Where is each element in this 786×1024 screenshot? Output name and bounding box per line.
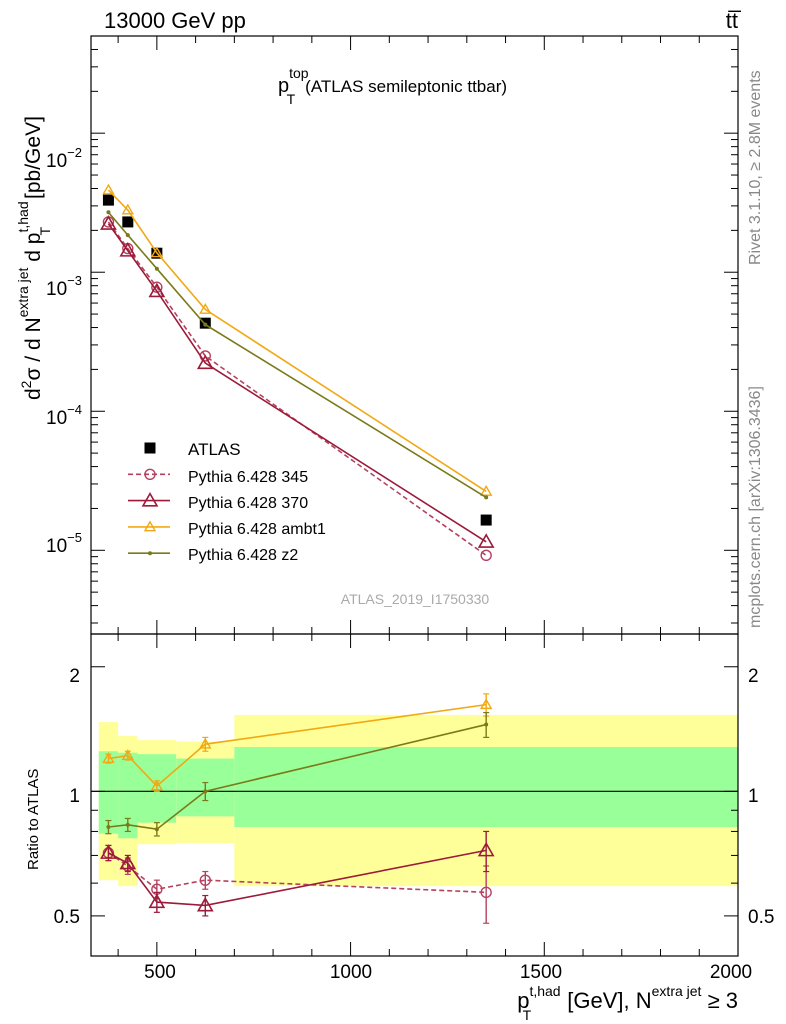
ratio-point: [203, 789, 208, 794]
ratio-point: [154, 827, 159, 832]
main-plot-frame: [90, 35, 739, 635]
ratio-point: [121, 749, 135, 761]
ratio-point: [480, 886, 492, 899]
rivet-label: Rivet 3.1.10, ≥ 2.8M events: [747, 70, 764, 265]
data-point: [484, 495, 489, 500]
legend-label: Pythia 6.428 370: [188, 495, 308, 512]
main-y-tick-label: 10−5: [46, 530, 82, 557]
legend-marker: [148, 551, 152, 556]
series-line: [107, 189, 487, 493]
ratio-y-tick-label: 2: [69, 666, 80, 687]
ratio-y-tick-label: 0.5: [54, 907, 80, 928]
x-tick-label: 500: [144, 962, 176, 983]
legend: ATLAS Pythia 6.428 345 Pythia 6.428 370 …: [128, 440, 326, 564]
data-point: [125, 233, 130, 238]
data-point: [480, 514, 492, 526]
ratio-point: [102, 752, 115, 764]
data-point: [479, 485, 493, 496]
ratio-point: [484, 722, 489, 727]
ratio-point: [477, 841, 495, 857]
ratio-point: [196, 896, 214, 912]
band-green: [98, 751, 119, 834]
band-green: [234, 746, 739, 827]
header-left: 13000 GeV pp: [104, 8, 246, 33]
legend-marker: [144, 468, 156, 480]
data-point: [196, 354, 214, 370]
data-point: [477, 533, 495, 548]
mcplots-label: mcplots.cern.ch [arXiv:1306.3436]: [747, 386, 764, 628]
ratio-point: [106, 824, 111, 829]
data-point: [154, 266, 159, 271]
main-y-tick-label: 10−2: [46, 145, 82, 172]
data-point: [148, 282, 166, 298]
main-y-tick-label: 10−4: [46, 402, 82, 429]
data-point: [121, 203, 135, 215]
ratio-plot-frame: [90, 633, 739, 957]
legend-label: ATLAS: [188, 440, 241, 459]
ratio-y-axis-label: Ratio to ATLAS: [25, 769, 42, 870]
data-point: [199, 303, 212, 314]
ratio-point: [119, 854, 137, 870]
ratio-y-tick-label: 1: [69, 786, 80, 807]
plot-title: ptop T(ATLAS semileptonic ttbar): [278, 65, 507, 107]
data-point: [102, 183, 115, 195]
ratio-point: [148, 893, 166, 909]
series-line: [107, 223, 487, 543]
data-point: [122, 216, 134, 228]
header-right: tt̅: [726, 8, 742, 33]
data-point: [102, 194, 114, 206]
x-tick-label: 1000: [330, 962, 372, 983]
ratio-series-layer: [100, 693, 495, 924]
ratio-y-tick-label-right: 0.5: [748, 907, 774, 928]
ratio-point: [199, 874, 211, 886]
legend-marker: [144, 442, 156, 454]
ratio-point: [150, 779, 164, 791]
ratio-point: [100, 844, 117, 859]
ratio-y-tick-label-right: 2: [748, 666, 759, 687]
data-point: [106, 210, 111, 215]
data-point: [100, 215, 117, 230]
ratio-uncertainty-bands: [91, 714, 739, 887]
legend-marker: [141, 491, 159, 507]
main-y-tick-label: 10−3: [46, 273, 82, 300]
data-point: [119, 242, 137, 257]
legend-label: Pythia 6.428 ambt1: [188, 521, 326, 538]
main-y-axis-label: d2σ / d Nextra jet d pt,had T [pb/GeV]: [15, 116, 53, 400]
data-point: [203, 322, 208, 327]
legend-label: Pythia 6.428 345: [188, 469, 308, 486]
ratio-point: [199, 737, 212, 749]
band-green: [118, 752, 138, 839]
x-axis-label: pt,had T [GeV], Nextra jet ≥ 3: [517, 983, 738, 1023]
x-tick-label: 1500: [520, 962, 562, 983]
ratio-point: [479, 698, 493, 710]
analysis-watermark: ATLAS_2019_I1750330: [341, 591, 490, 607]
data-point: [480, 549, 492, 562]
data-point: [150, 246, 164, 258]
legend-label: Pythia 6.428 z2: [188, 547, 298, 564]
x-tick-label: 2000: [710, 962, 752, 983]
main-series-layer: [100, 183, 495, 562]
ratio-point: [125, 822, 130, 827]
ratio-y-tick-label-right: 1: [748, 786, 759, 807]
legend-marker: [143, 520, 157, 532]
